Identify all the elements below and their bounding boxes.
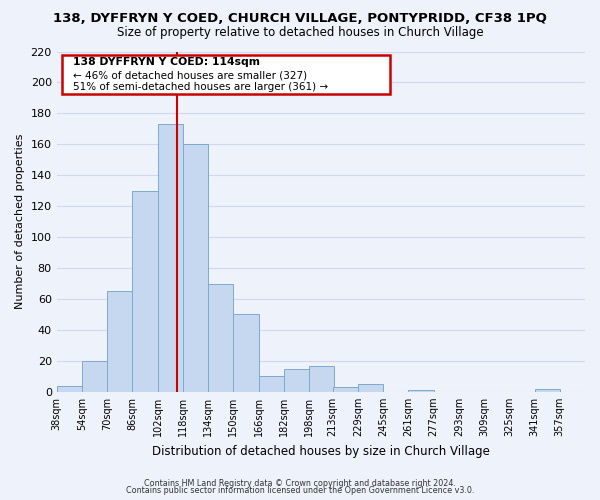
Bar	[309, 366, 334, 392]
Text: Contains public sector information licensed under the Open Government Licence v3: Contains public sector information licen…	[126, 486, 474, 495]
Bar	[107, 292, 133, 392]
Bar	[133, 190, 158, 392]
Bar	[535, 388, 560, 392]
Bar	[208, 284, 233, 392]
Bar	[409, 390, 434, 392]
Bar	[259, 376, 284, 392]
X-axis label: Distribution of detached houses by size in Church Village: Distribution of detached houses by size …	[152, 444, 490, 458]
Text: 138, DYFFRYN Y COED, CHURCH VILLAGE, PONTYPRIDD, CF38 1PQ: 138, DYFFRYN Y COED, CHURCH VILLAGE, PON…	[53, 12, 547, 26]
Text: 51% of semi-detached houses are larger (361) →: 51% of semi-detached houses are larger (…	[73, 82, 328, 92]
Bar	[158, 124, 183, 392]
Bar	[332, 387, 358, 392]
Bar	[82, 361, 107, 392]
Bar	[284, 368, 309, 392]
Text: 138 DYFFRYN Y COED: 114sqm: 138 DYFFRYN Y COED: 114sqm	[73, 56, 260, 66]
Text: ← 46% of detached houses are smaller (327): ← 46% of detached houses are smaller (32…	[73, 70, 307, 80]
Bar	[233, 314, 259, 392]
Text: Contains HM Land Registry data © Crown copyright and database right 2024.: Contains HM Land Registry data © Crown c…	[144, 478, 456, 488]
Bar	[183, 144, 208, 392]
Text: Size of property relative to detached houses in Church Village: Size of property relative to detached ho…	[116, 26, 484, 39]
Y-axis label: Number of detached properties: Number of detached properties	[15, 134, 25, 310]
Bar	[56, 386, 82, 392]
FancyBboxPatch shape	[62, 55, 389, 94]
Bar	[358, 384, 383, 392]
